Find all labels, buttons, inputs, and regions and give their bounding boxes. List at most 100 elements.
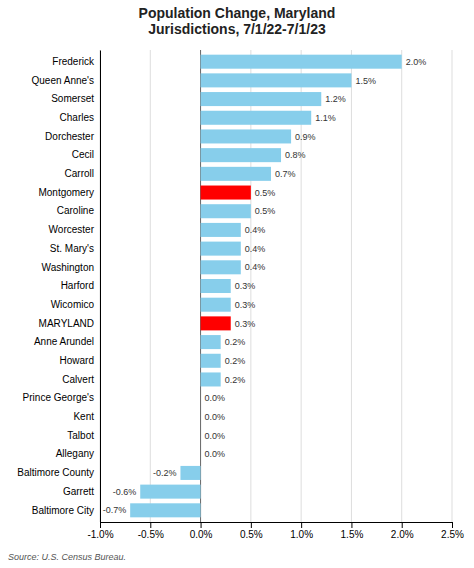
bar — [201, 354, 221, 368]
x-tick-mark — [351, 522, 352, 528]
y-tick: St. Mary's — [50, 243, 100, 254]
y-tick-label: Washington — [42, 262, 94, 273]
y-tick-label: Howard — [60, 355, 94, 366]
y-tick: Talbot — [67, 430, 100, 441]
y-tick-label: Baltimore County — [17, 467, 94, 478]
x-tick-label: -1.0% — [87, 529, 113, 540]
data-label: 0.0% — [205, 393, 226, 403]
x-tick: 2.0% — [391, 522, 414, 540]
data-label: 0.5% — [255, 206, 276, 216]
bar — [201, 316, 231, 330]
data-label: -0.6% — [113, 487, 137, 497]
x-axis-line — [101, 522, 453, 523]
data-label: 0.4% — [245, 225, 266, 235]
y-tick-label: MARYLAND — [39, 318, 94, 329]
bar — [201, 111, 312, 125]
x-tick: 0.5% — [240, 522, 263, 540]
bars — [130, 55, 402, 518]
data-label: 2.0% — [406, 57, 427, 67]
title-line: Jurisdictions, 7/1/22-7/1/23 — [148, 21, 326, 37]
data-label: 0.2% — [225, 375, 246, 385]
title-line: Population Change, Maryland — [139, 5, 336, 21]
data-label: 0.3% — [235, 300, 256, 310]
data-label: -0.2% — [153, 468, 177, 478]
x-tick: 2.5% — [441, 522, 464, 540]
data-label: 0.2% — [225, 337, 246, 347]
y-tick: Worcester — [49, 224, 100, 235]
y-axis: Frederick Queen Anne's Somerset Charles Dorc… — [17, 51, 100, 523]
bar — [201, 298, 231, 312]
bar — [201, 92, 322, 106]
grid — [100, 50, 452, 522]
y-tick: Cecil — [72, 149, 100, 160]
data-label: 0.4% — [245, 244, 266, 254]
data-label: 0.7% — [275, 169, 296, 179]
y-tick: Howard — [60, 355, 100, 366]
x-axis: -1.0% -0.5% 0.0% 0.5% 1.0% 1.5% 2.0% 2.5% — [87, 522, 464, 540]
bar — [201, 148, 281, 162]
bar — [140, 485, 200, 499]
bar — [201, 223, 241, 237]
bar — [200, 410, 201, 424]
bar — [201, 260, 241, 274]
y-tick-label: Montgomery — [38, 187, 94, 198]
y-tick: Charles — [60, 112, 100, 123]
x-tick-mark — [150, 522, 151, 528]
bar — [201, 279, 231, 293]
bar — [201, 186, 251, 200]
y-tick: Somerset — [51, 93, 100, 104]
bar — [201, 242, 241, 256]
x-tick-label: 2.0% — [391, 529, 414, 540]
y-tick-label: Harford — [61, 280, 94, 291]
y-axis-line — [100, 51, 101, 523]
y-tick: Baltimore City — [32, 505, 100, 516]
bar — [201, 73, 352, 87]
y-tick-label: Cecil — [72, 149, 94, 160]
bar — [130, 503, 200, 517]
y-tick-label: Queen Anne's — [31, 75, 94, 86]
grid-line — [452, 50, 453, 522]
data-labels: 2.0%1.5%1.2%1.1%0.9%0.8%0.7%0.5%0.5%0.4%… — [103, 57, 427, 516]
x-tick: -1.0% — [87, 522, 113, 540]
data-label: 0.0% — [205, 431, 226, 441]
y-tick: Frederick — [52, 56, 100, 67]
bar — [201, 129, 292, 143]
x-tick: -0.5% — [138, 522, 164, 540]
y-tick-label: Garrett — [63, 486, 94, 497]
x-tick-mark — [301, 522, 302, 528]
y-tick: Baltimore County — [17, 467, 100, 478]
x-tick-mark — [251, 522, 252, 528]
y-tick: Queen Anne's — [31, 75, 100, 86]
y-tick-label: Kent — [73, 411, 94, 422]
y-tick: MARYLAND — [39, 318, 100, 329]
x-tick-label: -0.5% — [138, 529, 164, 540]
y-tick: Washington — [42, 262, 100, 273]
y-tick-label: Charles — [60, 112, 94, 123]
x-tick-mark — [201, 522, 202, 528]
y-tick: Harford — [61, 280, 100, 291]
bar — [200, 447, 201, 461]
y-tick: Carroll — [65, 168, 100, 179]
bar — [201, 167, 271, 181]
bar — [201, 335, 221, 349]
data-label: 0.0% — [205, 412, 226, 422]
x-tick-mark — [402, 522, 403, 528]
y-tick: Caroline — [57, 205, 100, 216]
bar — [201, 55, 402, 69]
data-label: 0.2% — [225, 356, 246, 366]
y-tick: Dorchester — [45, 131, 100, 142]
x-tick: 1.0% — [290, 522, 313, 540]
data-label: 0.8% — [285, 150, 306, 160]
data-label: -0.7% — [103, 505, 127, 515]
y-tick: Prince George's — [23, 392, 100, 403]
grid-line — [150, 50, 151, 522]
x-tick-label: 1.5% — [341, 529, 364, 540]
x-tick: 0.0% — [190, 522, 213, 540]
grid-line — [100, 50, 101, 522]
y-tick-label: Caroline — [57, 205, 95, 216]
title: Population Change, MarylandJurisdictions… — [139, 5, 336, 37]
y-tick-label: Talbot — [67, 430, 94, 441]
y-tick: Calvert — [62, 374, 100, 385]
y-tick-label: St. Mary's — [50, 243, 94, 254]
y-tick-label: Prince George's — [23, 392, 94, 403]
